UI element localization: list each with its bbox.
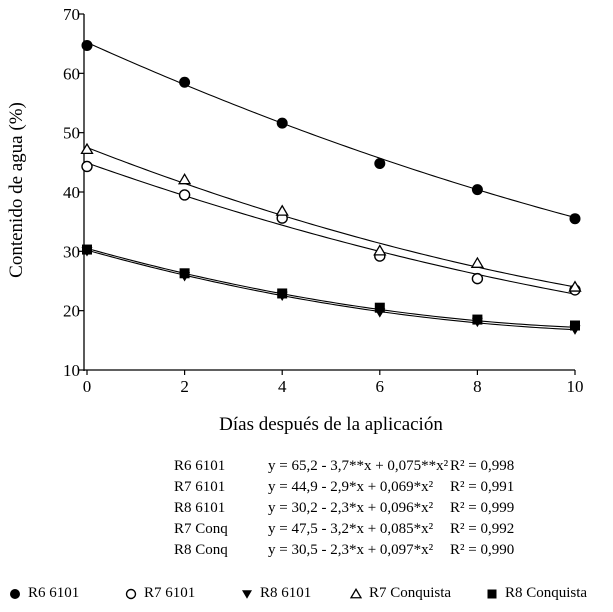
equation-text: y = 47,5 - 3,2*x + 0,085*x² — [268, 521, 434, 537]
fit-curves — [86, 41, 576, 331]
y-tick-label: 70 — [63, 5, 80, 24]
y-tick-label: 30 — [63, 242, 80, 261]
x-tick-label: 8 — [473, 377, 482, 396]
legend-label: R8 Conquista — [505, 585, 588, 601]
data-point — [569, 213, 581, 225]
data-points — [80, 39, 582, 335]
equation-row: R8 6101 y = 30,2 - 2,3*x + 0,096*x² R² = 0… — [0, 500, 613, 520]
equation-text: y = 65,2 - 3,7**x + 0,075**x² — [268, 458, 449, 474]
legend-item: R8 Conquista — [485, 585, 587, 602]
equation-series-name: R7 6101 — [174, 479, 226, 495]
legend-marker — [10, 588, 20, 599]
y-tick-label: 60 — [63, 64, 80, 83]
equation-text: y = 30,5 - 2,3*x + 0,097*x² — [268, 542, 434, 558]
legend-marker-shape — [10, 588, 20, 599]
data-point — [373, 244, 387, 256]
fit-curve — [86, 41, 576, 219]
legend-marker — [487, 589, 497, 598]
legend-marker-shape — [349, 587, 363, 598]
y-axis-title: Contenido de agua (%) — [6, 102, 27, 278]
equation-series-name: R8 Conq — [174, 542, 228, 558]
data-point — [82, 244, 92, 255]
equation-r2: R² = 0,992 — [450, 521, 515, 537]
data-point — [374, 302, 385, 313]
equation-series-name: R7 Conq — [174, 521, 228, 537]
equation-text: y = 44,9 - 2,9*x + 0,069*x² — [268, 479, 434, 495]
x-tick-label: 6 — [376, 377, 385, 396]
chart: 10 20 30 40 50 60 70 0 2 4 6 8 10 Días después de la… — [6, 5, 584, 435]
legend-item: R8 6101 — [240, 585, 311, 602]
legend-marker — [125, 588, 137, 599]
y-tick-label: 10 — [63, 361, 80, 380]
data-point — [470, 256, 485, 268]
legend-marker-shape — [242, 589, 252, 599]
data-point — [275, 204, 289, 216]
data-point — [81, 39, 93, 51]
equation-r2: R² = 0,998 — [450, 458, 515, 474]
y-tick-label: 40 — [63, 183, 80, 202]
data-point — [471, 272, 484, 285]
equation-row: R8 Conq y = 30,5 - 2,3*x + 0,097*x² R² = 0… — [0, 542, 613, 562]
data-point — [179, 76, 191, 88]
data-point — [177, 173, 192, 185]
data-point — [178, 189, 191, 201]
fit-curve — [86, 162, 576, 295]
legend-marker — [349, 587, 363, 598]
y-tick-label: 20 — [63, 302, 80, 321]
legend-label: R7 Conquista — [369, 585, 452, 601]
equation-r2: R² = 0,991 — [450, 479, 515, 495]
x-axis-title: Días después de la aplicación — [219, 414, 443, 435]
equation-series-name: R8 6101 — [174, 500, 226, 516]
fit-curve — [86, 146, 576, 288]
legend-marker — [242, 589, 252, 599]
equation-row: R6 6101 y = 65,2 - 3,7**x + 0,075**x² R² =… — [0, 458, 613, 478]
fit-curve — [86, 247, 576, 328]
legend-item: R7 Conquista — [349, 585, 451, 602]
equation-row: R7 Conq y = 47,5 - 3,2*x + 0,085*x² R² = 0… — [0, 521, 613, 541]
legend-item: R7 6101 — [124, 585, 195, 602]
fit-curve — [86, 249, 576, 331]
x-tick-label: 10 — [567, 377, 584, 396]
y-tick-label: 50 — [63, 124, 80, 143]
data-point — [179, 268, 190, 279]
x-tick-label: 0 — [83, 377, 92, 396]
legend-label: R8 6101 — [260, 585, 312, 601]
legend: R6 6101 R7 6101 R8 6101 R7 Conquista R8 Conq… — [0, 585, 613, 607]
equation-row: R7 6101 y = 44,9 - 2,9*x + 0,069*x² R² = 0… — [0, 479, 613, 499]
legend-label: R6 6101 — [28, 585, 80, 601]
axes: 10 20 30 40 50 60 70 0 2 4 6 8 10 — [63, 5, 584, 396]
legend-marker-shape — [487, 589, 497, 598]
x-tick-label: 2 — [180, 377, 189, 396]
x-tick-label: 4 — [278, 377, 287, 396]
data-point — [374, 158, 386, 170]
data-point — [276, 117, 288, 129]
equation-r2: R² = 0,990 — [450, 542, 515, 558]
data-point — [277, 288, 288, 299]
data-point — [471, 184, 483, 196]
data-point — [568, 280, 582, 292]
equation-series-name: R6 6101 — [174, 458, 226, 474]
data-point — [81, 160, 93, 173]
legend-marker-shape — [125, 588, 137, 599]
legend-item: R6 6101 — [8, 585, 79, 602]
equation-text: y = 30,2 - 2,3*x + 0,096*x² — [268, 500, 434, 516]
equation-r2: R² = 0,999 — [450, 500, 515, 516]
legend-label: R7 6101 — [144, 585, 196, 601]
data-point — [80, 142, 94, 155]
data-point — [472, 314, 483, 325]
data-point — [570, 320, 580, 331]
